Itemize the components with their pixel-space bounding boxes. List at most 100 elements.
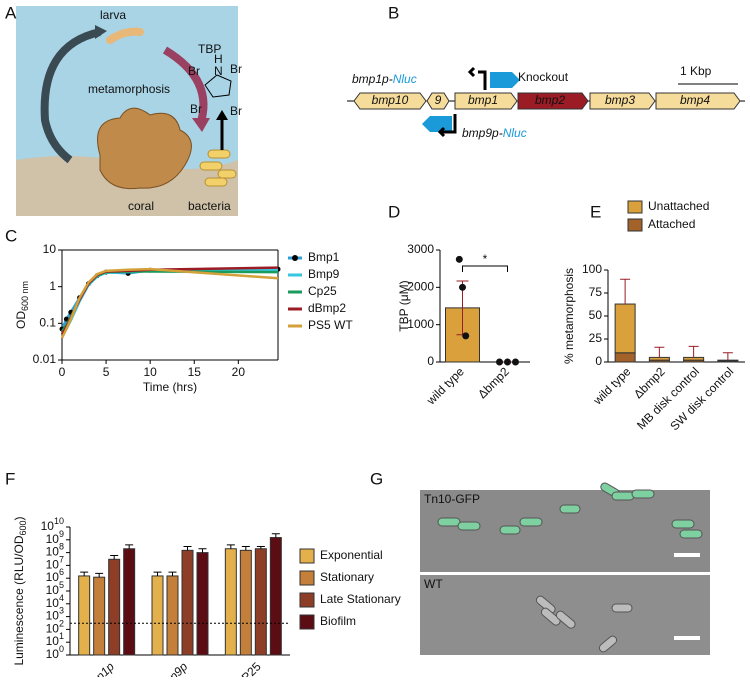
error-bar <box>183 545 192 551</box>
reporter-part: Nluc <box>503 126 527 140</box>
x-tick-label: wild type <box>423 364 467 408</box>
reporter-part: bmp9p- <box>462 126 503 140</box>
label: larva <box>100 8 126 22</box>
legend-label: Cp25 <box>308 284 337 298</box>
panel-label: E <box>590 202 601 221</box>
panel-label: A <box>5 3 17 22</box>
y-tick-label: 2000 <box>407 280 434 294</box>
x-axis-label: Time (hrs) <box>143 380 197 394</box>
bar <box>224 548 237 656</box>
bar <box>269 537 282 656</box>
y-axis-label-part: 600 <box>18 520 28 535</box>
bar-segment <box>648 356 670 361</box>
panel-label: C <box>5 226 17 245</box>
label: bacteria <box>188 199 231 213</box>
y-axis-label-part: % metamorphosis <box>562 268 576 364</box>
gene-label: bmp2 <box>535 93 565 107</box>
bar <box>93 576 106 656</box>
bar <box>123 548 136 656</box>
data-point <box>504 358 511 366</box>
bar <box>181 549 194 656</box>
y-axis-label: Luminescence (RLU/OD600) <box>12 516 28 665</box>
y-tick-label: 50 <box>589 308 603 322</box>
x-tick-label: bmp9p <box>155 659 191 677</box>
series-line <box>60 267 279 339</box>
x-tick-label: CP25 <box>233 659 264 677</box>
data-point <box>496 358 503 366</box>
error-bar <box>168 571 177 576</box>
x-tick-label: SW disk control <box>667 364 736 433</box>
y-tick-label: 105 <box>46 580 64 597</box>
y-tick-label: 107 <box>46 555 64 572</box>
legend-swatch <box>299 592 315 608</box>
y-tick-label: 103 <box>46 606 64 623</box>
y-axis-label: % metamorphosis <box>562 268 576 364</box>
y-tick-label: 108 <box>46 542 64 559</box>
y-tick-label: 1010 <box>41 516 64 533</box>
y-tick-label: 100 <box>46 644 64 661</box>
x-tick-label: 10 <box>143 365 157 379</box>
y-axis-label-part: Luminescence (RLU/OD <box>12 535 26 665</box>
gene-label: bmp10 <box>372 93 409 107</box>
legend-label: Exponential <box>320 548 383 562</box>
bar <box>196 552 209 656</box>
error-bar <box>226 544 235 549</box>
label: 1 Kbp <box>680 64 712 78</box>
y-tick-label: 102 <box>46 619 64 636</box>
error-bar <box>110 554 119 560</box>
reporter: bmp1p-Nluc <box>352 72 417 86</box>
y-axis-label: OD600 nm <box>14 281 30 329</box>
legend-label: Late Stationary <box>320 592 401 606</box>
x-tick-label: 0 <box>59 365 66 379</box>
y-tick-label: 10 <box>43 242 57 256</box>
bar-segment <box>614 303 636 354</box>
error-bar <box>722 352 733 361</box>
y-axis-label: TBP (μM) <box>397 280 411 331</box>
y-tick-label: 100 <box>582 262 602 276</box>
data-point <box>512 358 519 366</box>
reporter-part: bmp1p- <box>352 72 393 86</box>
x-tick-label: 15 <box>188 365 202 379</box>
y-tick-label: 101 <box>46 632 64 649</box>
bar-segment <box>614 352 636 363</box>
error-bar <box>198 548 207 553</box>
legend-label: Unattached <box>648 199 709 213</box>
y-tick-label: 106 <box>46 568 64 585</box>
image-label: Tn10-GFP <box>424 492 480 506</box>
y-tick-label: 75 <box>589 285 603 299</box>
error-bar <box>80 571 89 576</box>
y-tick-label: 25 <box>589 331 603 345</box>
label: Br <box>188 64 200 78</box>
x-tick-label: bmp1p <box>81 659 117 677</box>
data-point <box>455 255 463 263</box>
legend-swatch <box>299 570 315 586</box>
label: coral <box>128 199 154 213</box>
y-tick-label: 0 <box>427 354 434 368</box>
legend-swatch <box>299 548 315 564</box>
legend-label: Stationary <box>320 570 374 584</box>
y-tick-label: 109 <box>46 529 64 546</box>
y-tick-label: 1000 <box>407 317 434 331</box>
legend-label: Bmp9 <box>308 267 340 281</box>
panel-label: F <box>5 469 15 488</box>
bar <box>254 548 267 656</box>
data-point <box>459 283 466 291</box>
y-tick-label: 104 <box>46 593 64 610</box>
legend-swatch <box>299 614 315 630</box>
y-tick-label: 0 <box>595 354 602 368</box>
error-bar <box>271 533 280 538</box>
y-tick-label: 3000 <box>407 242 434 256</box>
error-bar <box>125 544 134 549</box>
legend-label: Biofilm <box>320 614 356 628</box>
reporter: bmp9p-Nluc <box>462 126 527 140</box>
bar <box>151 575 164 656</box>
panel-a-illustration <box>16 6 238 216</box>
y-axis-label-part: 600 nm <box>20 281 30 311</box>
y-axis-label-part: ) <box>12 516 26 520</box>
bar-segment <box>683 356 705 361</box>
x-tick-label: 5 <box>103 365 110 379</box>
error-bar <box>241 545 250 551</box>
error-bar <box>688 345 699 358</box>
label: Knockout <box>518 70 569 84</box>
